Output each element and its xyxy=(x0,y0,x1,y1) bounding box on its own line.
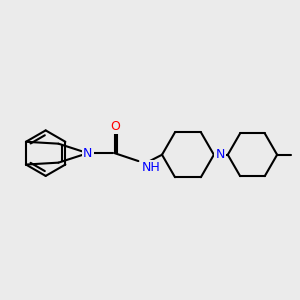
Text: N: N xyxy=(215,148,225,161)
Text: O: O xyxy=(111,120,121,133)
Text: NH: NH xyxy=(142,161,161,174)
Text: N: N xyxy=(83,147,92,160)
